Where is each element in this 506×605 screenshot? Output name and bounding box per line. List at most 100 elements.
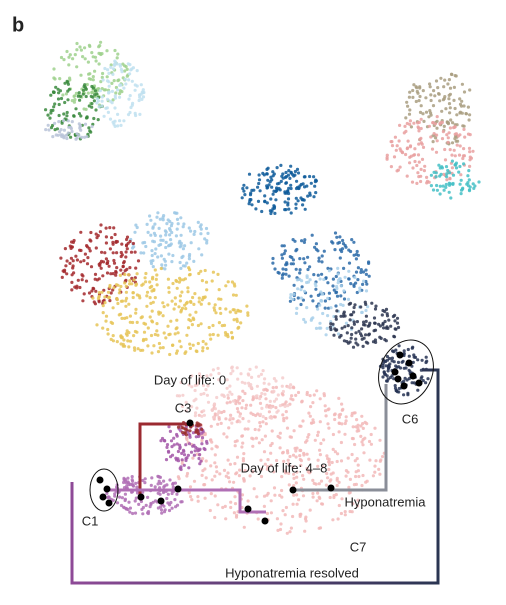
cell-dot — [186, 326, 191, 330]
cell-dot — [205, 439, 209, 444]
cell-dot — [176, 425, 181, 429]
cell-dot — [192, 302, 196, 306]
cell-dot — [308, 414, 312, 418]
cell-dot — [155, 273, 159, 277]
cell-dot — [360, 327, 364, 331]
cell-dot — [295, 179, 299, 183]
cell-dot — [149, 233, 153, 237]
cell-dot — [263, 392, 267, 396]
cell-dot — [342, 266, 346, 270]
cell-dot — [311, 418, 315, 422]
cell-dot — [263, 200, 267, 204]
cell-dot — [185, 437, 189, 441]
cell-dot — [317, 256, 321, 260]
cell-dot — [265, 167, 269, 171]
cell-dot — [306, 435, 310, 439]
cell-dot — [344, 321, 348, 325]
cell-dot — [364, 314, 368, 318]
cell-dot — [206, 231, 210, 235]
cell-dot — [326, 457, 330, 461]
cell-dot — [414, 85, 418, 89]
cell-dot — [60, 275, 64, 279]
cell-dot — [270, 429, 274, 433]
cell-dot — [112, 63, 117, 67]
cell-dot — [118, 288, 122, 292]
cell-dot — [448, 86, 453, 90]
cell-dot — [305, 274, 309, 278]
cell-dot — [141, 88, 145, 92]
cell-dot — [334, 493, 338, 497]
cell-dot — [373, 470, 377, 474]
cell-dot — [261, 420, 265, 424]
cell-dot — [356, 253, 360, 257]
cell-dot — [262, 450, 267, 454]
cell-dot — [347, 277, 351, 281]
cell-dot — [393, 135, 397, 139]
cell-dot — [66, 131, 70, 135]
cell-dot — [125, 237, 129, 242]
cell-dot — [367, 333, 371, 337]
cell-dot — [467, 118, 471, 122]
cell-dot — [175, 492, 179, 496]
cell-dot — [419, 167, 423, 171]
cell-dot — [84, 94, 88, 99]
cell-dot — [219, 311, 223, 315]
cell-dot — [297, 186, 301, 190]
cell-dot — [315, 304, 319, 308]
cell-dot — [218, 472, 222, 476]
cell-dot — [246, 313, 250, 317]
cell-dot — [232, 318, 236, 322]
cell-dot — [111, 67, 116, 71]
cell-dot — [391, 349, 395, 353]
cell-dot — [280, 475, 284, 479]
cell-dot — [245, 304, 249, 308]
cell-dot — [301, 419, 305, 423]
cell-dot — [167, 450, 171, 454]
cell-dot — [284, 410, 288, 414]
cell-dot — [460, 82, 464, 86]
cell-dot — [104, 314, 109, 318]
cell-dot — [63, 247, 67, 251]
cell-dot — [342, 312, 346, 316]
cell-dot — [307, 433, 311, 437]
cell-dot — [127, 302, 131, 306]
cell-dot — [205, 374, 209, 378]
cell-dot — [459, 178, 463, 182]
cell-dot — [388, 362, 392, 366]
cell-dot — [282, 416, 286, 421]
cell-dot — [171, 281, 175, 286]
cell-dot — [123, 269, 127, 273]
cell-dot — [448, 182, 452, 186]
cell-dot — [180, 255, 184, 260]
cell-dot — [170, 299, 174, 303]
cell-dot — [467, 189, 472, 193]
cell-dot — [105, 49, 109, 53]
cell-dot — [303, 207, 307, 211]
cell-dot — [183, 431, 187, 435]
cell-dot — [135, 69, 139, 73]
cell-dot — [119, 284, 123, 289]
cell-dot — [385, 157, 389, 161]
cell-dot — [406, 393, 410, 397]
cell-dot — [438, 166, 442, 170]
cell-dot — [295, 278, 299, 282]
cell-dot — [344, 474, 348, 478]
cell-dot — [262, 494, 267, 498]
cell-dot — [162, 479, 166, 483]
cell-dot — [237, 395, 241, 399]
cell-dot — [178, 339, 182, 343]
cell-dot — [339, 333, 343, 338]
cell-dot — [435, 139, 439, 143]
cell-dot — [119, 67, 123, 72]
cell-dot — [179, 233, 183, 237]
cell-dot — [240, 380, 244, 384]
cell-dot — [58, 77, 62, 81]
cell-dot — [331, 277, 335, 281]
cell-dot — [92, 300, 96, 304]
cell-dot — [233, 440, 237, 444]
cell-dot — [274, 385, 278, 389]
cell-dot — [289, 435, 293, 439]
cell-dot — [168, 243, 172, 247]
cell-dot — [128, 282, 132, 286]
cell-dot — [126, 273, 131, 277]
